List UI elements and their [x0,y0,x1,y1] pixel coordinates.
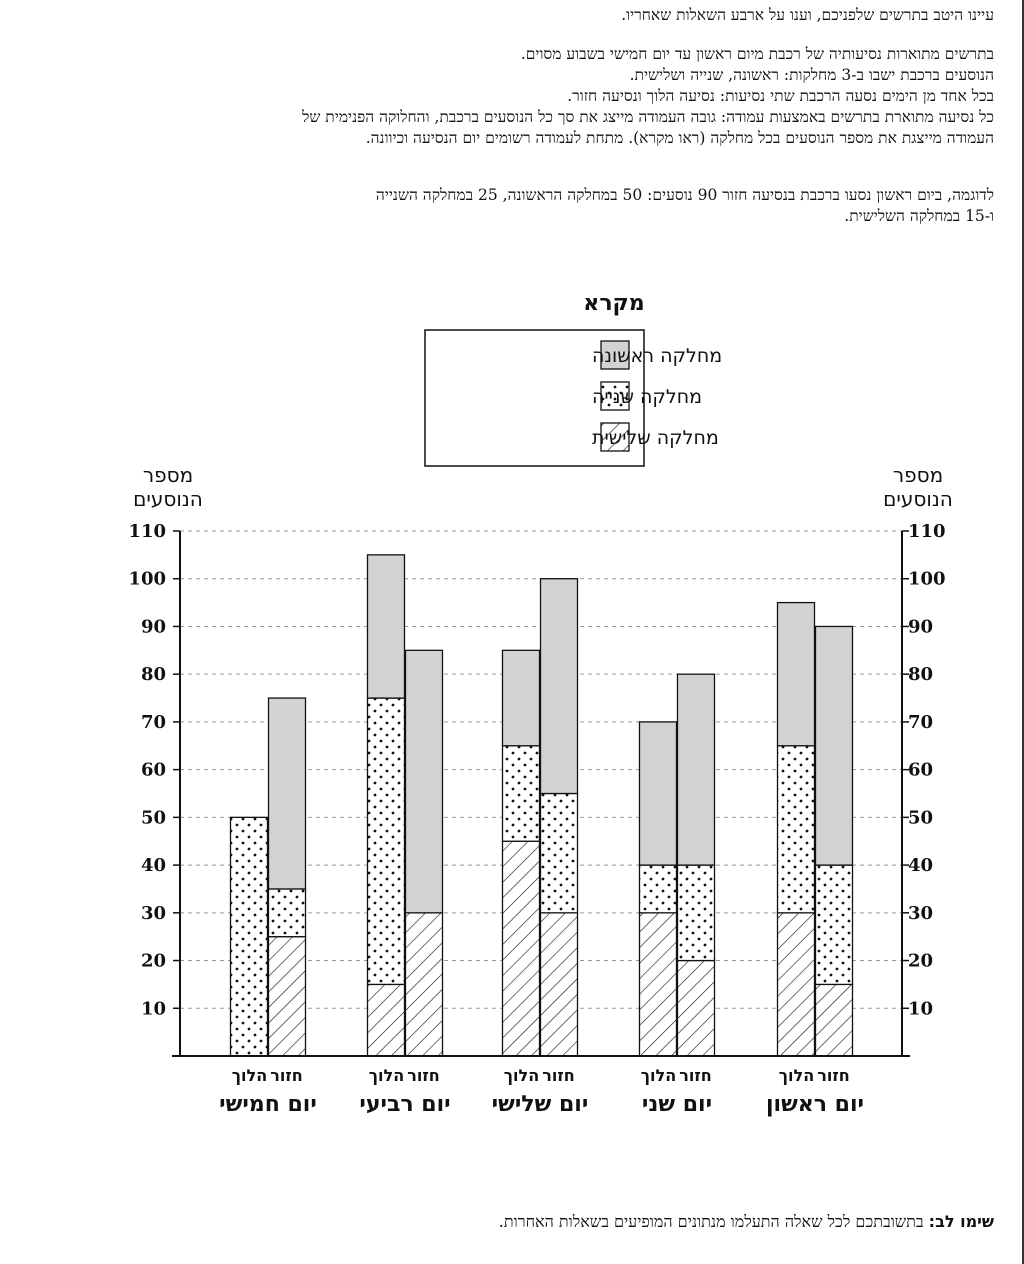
bar-segment [267,888,307,938]
bar-segment [776,745,816,914]
y-tick-label: 70 [908,712,933,733]
bar-segment [404,912,444,1057]
direction-label: חזור [817,1066,850,1085]
y-axis-label-right-2: הנוסעים [883,487,953,511]
y-tick-label: 50 [908,807,933,828]
y-tick-label: 10 [908,998,933,1019]
bar-segment [501,649,541,747]
y-tick-label: 40 [141,855,166,876]
bar-segment [501,745,541,842]
intro-line: כל נסיעה מתוארת בתרשים באמצעות עמודה: גו… [302,108,994,126]
bar-segment [638,864,678,914]
axes [172,530,910,1057]
direction-label: חזור [270,1066,303,1085]
y-tick-label: 80 [908,664,933,685]
bar-segment [638,912,678,1057]
example-line: לדוגמה, ביום ראשון נסעו ברכבת בנסיעה חזו… [375,186,994,204]
direction-label: הלוך [369,1066,404,1085]
y-tick-label: 100 [128,569,166,590]
bar-segment [539,792,579,914]
bar-segment [366,983,406,1057]
intro-title: עיינו היטב בתרשים שלפניכם, וענו על ארבע … [621,6,994,24]
y-tick-label: 20 [908,951,933,972]
bar-segment [676,959,716,1057]
note: שימו לב: בתשובתכם לכל שאלה התעלמו מנתוני… [499,1212,994,1232]
y-tick-label: 90 [141,616,166,637]
bar-segment [229,816,269,1057]
y-tick-label: 90 [908,616,933,637]
tick-labels: 10 10 20 20 30 30 40 40 50 50 60 60 70 70 80 80 90 90 100 1… [128,521,945,1019]
y-tick-label: 110 [128,521,166,542]
y-tick-label: 60 [908,760,933,781]
day-label: יום שני [642,1092,712,1117]
legend-label: מחלקה שלישית [592,427,719,449]
intro-line: העמודה מייצגת את מספר הנוסעים בכל מחלקה … [365,129,994,147]
y-tick-label: 20 [141,951,166,972]
intro-line: הנוסעים ברכבת ישבו ב-3 מחלקות: ראשונה, ש… [629,66,994,84]
legend-swatch [600,422,630,452]
day-label: יום רביעי [359,1092,450,1117]
day-label: יום ראשון [766,1092,864,1117]
direction-label: חזור [542,1066,575,1085]
bar-segment [676,864,716,962]
direction-label: הלוך [779,1066,814,1085]
y-tick-label: 30 [141,903,166,924]
y-tick-label: 40 [908,855,933,876]
bar-segment [638,721,678,866]
day-label: יום חמישי [219,1092,317,1117]
bar-segment [814,983,854,1057]
y-tick-label: 50 [141,807,166,828]
note-text: בתשובתכם לכל שאלה התעלמו מנתונים המופיעי… [498,1212,929,1231]
direction-label: הלוך [504,1066,539,1085]
legend-swatch [600,340,630,370]
bar-segment [814,625,854,866]
bar-segment [539,578,579,795]
y-axis-label-right-1: מספר [893,463,943,487]
y-tick-label: 110 [908,521,946,542]
bar-segment [776,912,816,1057]
bar-segment [267,936,307,1057]
direction-label: חזור [679,1066,712,1085]
legend-title: מקרא [583,291,644,316]
legend-swatch [600,381,630,411]
y-tick-label: 80 [141,664,166,685]
bar-segment [776,601,816,747]
bar-segment [404,649,444,914]
y-axis-label-left-2: הנוסעים [133,487,203,511]
bar-segment [267,697,307,890]
bar-segment [676,673,716,866]
legend: מחלקה ראשונה מחלקה שנייה מחלקה שלישית [592,340,722,452]
example-paragraph: לדוגמה, ביום ראשון נסעו ברכבת בנסיעה חזו… [174,185,994,227]
bar-segment [366,554,406,699]
direction-label: הלוך [232,1066,267,1085]
bar-segment [501,840,541,1057]
intro-line: בכל אחד מן הימים נסעה הרכבת שתי נסיעות: … [567,87,994,105]
y-tick-label: 70 [141,712,166,733]
bar-segment [814,864,854,986]
bar-segment [539,912,579,1057]
bars [229,554,854,1057]
direction-label: חזור [407,1066,440,1085]
legend-label: מחלקה שנייה [592,386,702,408]
page-edge [1022,0,1024,1264]
y-tick-label: 30 [908,903,933,924]
intro-paragraph: בתרשים מתוארות נסיעותיה של רכבת מיום ראש… [94,44,994,149]
example-line: ו-15 במחלקה השלישית. [844,207,994,225]
note-label: שימו לב: [928,1212,994,1231]
y-tick-label: 100 [908,569,946,590]
day-label: יום שלישי [492,1092,589,1117]
y-axis-label-left-1: מספר [143,463,193,487]
legend-label: מחלקה ראשונה [592,345,722,367]
bar-segment [366,697,406,986]
y-tick-label: 60 [141,760,166,781]
y-tick-label: 10 [141,998,166,1019]
direction-label: הלוך [641,1066,676,1085]
intro-line: בתרשים מתוארות נסיעותיה של רכבת מיום ראש… [520,45,994,63]
